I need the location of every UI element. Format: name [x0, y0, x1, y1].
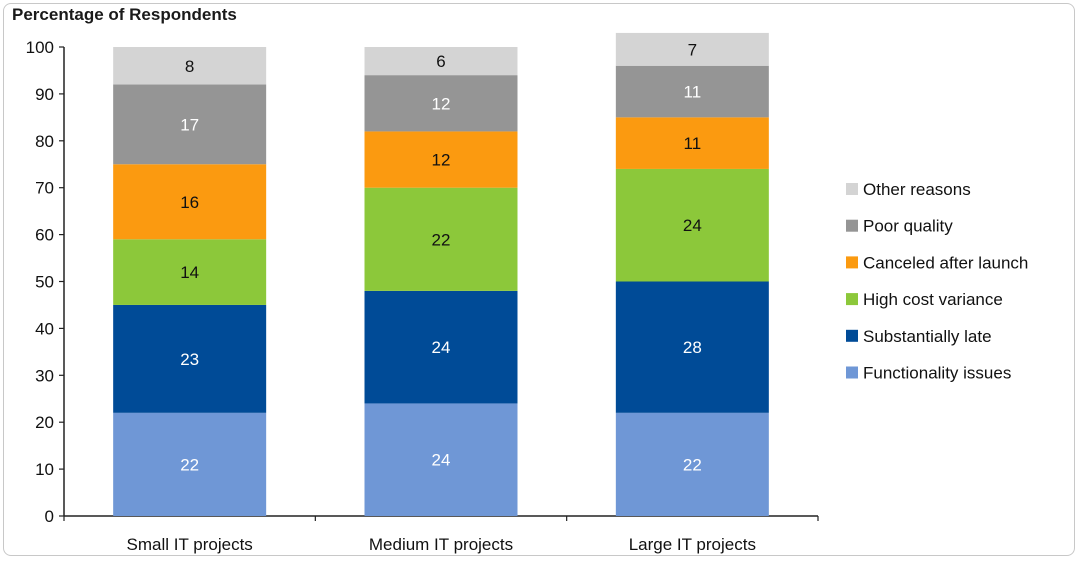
data-label: 22: [683, 455, 702, 474]
bar-segment: [364, 47, 518, 76]
y-tick-label: 100: [26, 38, 54, 57]
bar-segment: [615, 117, 769, 169]
data-label: 12: [432, 151, 451, 170]
legend-swatch: [846, 366, 858, 379]
category-label: Small IT projects: [127, 535, 253, 554]
y-tick-label: 70: [35, 179, 54, 198]
data-label: 11: [684, 83, 702, 102]
legend-label: Canceled after launch: [863, 253, 1028, 272]
bar-segment: [615, 32, 769, 66]
legend-label: High cost variance: [863, 290, 1003, 309]
legend-label: Functionality issues: [863, 364, 1011, 383]
bar-segment: [113, 239, 267, 305]
y-tick-label: 80: [35, 132, 54, 151]
data-label: 6: [436, 52, 445, 71]
bar-segment: [615, 168, 769, 282]
data-label: 16: [180, 193, 199, 212]
y-tick-label: 0: [45, 507, 54, 526]
data-label: 24: [432, 451, 451, 470]
data-label: 22: [432, 230, 451, 249]
bar-segment: [364, 75, 518, 132]
legend-label: Poor quality: [863, 217, 953, 236]
bar-segment: [615, 281, 769, 413]
bar-segment: [615, 412, 769, 516]
data-label: 11: [684, 134, 702, 153]
bar-segment: [364, 187, 518, 291]
data-label: 7: [688, 40, 697, 59]
bar-segment: [113, 164, 267, 240]
bar-segment: [113, 47, 267, 85]
legend-label: Substantially late: [863, 327, 992, 346]
bar-segment: [113, 84, 267, 165]
y-tick-label: 40: [35, 319, 54, 338]
legend-swatch: [846, 219, 858, 232]
bar-segment: [113, 412, 267, 516]
data-label: 22: [180, 455, 199, 474]
data-label: 12: [432, 94, 451, 113]
bar-segment: [364, 290, 518, 404]
legend-swatch: [846, 256, 858, 269]
data-label: 23: [180, 350, 199, 369]
data-label: 24: [683, 216, 702, 235]
y-tick-label: 20: [35, 413, 54, 432]
legend-swatch: [846, 329, 858, 342]
bar-segment: [364, 403, 518, 516]
bar-segment: [364, 131, 518, 188]
data-label: 8: [185, 57, 194, 76]
category-label: Medium IT projects: [369, 535, 513, 554]
y-tick-label: 10: [35, 460, 54, 479]
bar-segment: [615, 65, 769, 118]
data-label: 17: [180, 115, 199, 134]
legend-swatch: [846, 293, 858, 306]
y-tick-label: 50: [35, 273, 54, 292]
data-label: 14: [180, 263, 199, 282]
data-label: 24: [432, 338, 451, 357]
bar-segment: [113, 304, 267, 413]
data-label: 28: [683, 338, 702, 357]
y-tick-label: 60: [35, 226, 54, 245]
y-tick-label: 30: [35, 366, 54, 385]
legend: Other reasons Poor quality Canceled after …: [846, 180, 1028, 383]
chart-frame: [3, 3, 1075, 556]
bar-layer: 22 23 14 16 17 8 24 24 22 12 12 6 22 28 24 11 11 7: [113, 32, 769, 516]
legend-label: Other reasons: [863, 180, 971, 199]
category-label: Large IT projects: [629, 535, 756, 554]
y-tick-label: 90: [35, 85, 54, 104]
chart-title: Percentage of Respondents: [12, 5, 237, 24]
legend-swatch: [846, 183, 858, 195]
